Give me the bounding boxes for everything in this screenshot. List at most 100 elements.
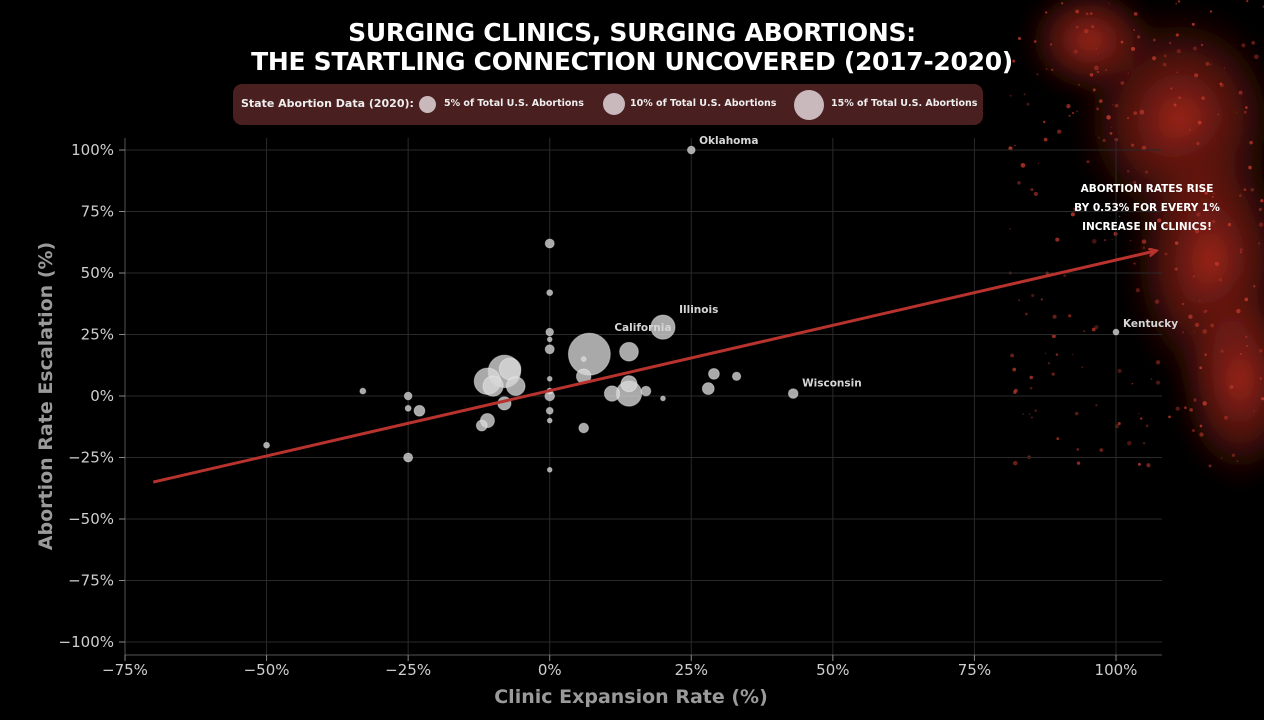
splatter-speck [1174,267,1178,271]
splatter-speck [1074,411,1079,416]
splatter-speck [1141,239,1147,244]
splatter-speck [1251,40,1256,45]
splatter-speck [1043,120,1046,124]
splatter-speck [1145,170,1149,174]
x-tick-label: 75% [958,661,991,679]
splatter-speck [1091,327,1096,332]
data-bubble [580,356,587,363]
splatter-speck [1209,10,1213,13]
splatter-speck [1031,293,1035,298]
splatter-speck [1020,162,1026,168]
splatter-speck [1095,48,1098,51]
splatter-speck [1066,104,1071,109]
data-bubble [701,382,715,396]
splatter-speck [1243,188,1247,192]
splatter-speck [1162,62,1167,67]
y-tick-label: −25% [68,449,114,467]
data-bubble [544,238,555,249]
splatter-speck [1084,28,1089,34]
splatter-speck [1052,314,1057,319]
splatter-speck [1161,187,1165,191]
splatter-speck [1253,285,1256,288]
splatter-speck [1241,43,1246,48]
data-bubbles [263,145,1120,473]
x-tick-label: 100% [1095,661,1138,679]
data-bubble [482,375,504,397]
splatter-speck [1034,409,1037,412]
splatter-speck [1030,188,1034,192]
splatter-speck [1151,56,1157,61]
splatter-speck [1236,308,1241,314]
size-legend: State Abortion Data (2020): 5% of Total … [233,84,983,125]
splatter-speck [1246,0,1249,3]
grid [125,138,1162,655]
splatter-speck [1142,246,1146,250]
splatter-speck [1023,93,1026,96]
splatter-speck [1154,299,1160,304]
splatter-speck [1244,297,1249,302]
splatter-speck [1199,300,1201,302]
splatter-speck [1208,464,1212,468]
splatter-speck [1196,141,1200,146]
splatter-speck [1055,353,1059,356]
splatter-speck [1089,12,1093,16]
splatter-speck [1152,38,1156,42]
splatter-speck [1009,228,1011,230]
splatter-speck [1254,54,1259,60]
data-bubble [546,289,554,297]
data-bubble [603,385,621,402]
splatter-speck [1068,314,1072,318]
splatter-speck [1204,191,1208,195]
splatter-speck [1163,54,1167,58]
splatter-speck [1236,460,1238,462]
data-bubble [731,371,742,382]
splatter-speck [1164,252,1168,256]
splatter-speck [1189,408,1193,412]
splatter-speck [1114,103,1119,108]
splatter-speck [1083,330,1086,332]
splatter-speck [1131,143,1135,147]
splatter-speck [1135,288,1140,293]
trend-callout: ABORTION RATES RISE BY 0.53% FOR EVERY 1… [1062,180,1232,237]
splatter-speck [1212,192,1215,195]
splatter-speck [1174,241,1179,245]
splatter-speck [1008,146,1013,151]
data-bubble [640,385,652,397]
data-bubble [1112,328,1120,336]
splatter-speck [1051,372,1055,376]
splatter-speck [1127,72,1130,74]
splatter-speck [1155,380,1161,385]
splatter-speck [1095,404,1098,407]
trend-line [152,251,1155,484]
splatter-speck [1026,102,1030,106]
splatter-speck [1150,378,1153,380]
splatter-speck [1049,43,1053,46]
y-tick-label: −100% [59,633,114,651]
splatter-speck [1170,87,1173,90]
point-label: Oklahoma [699,135,758,147]
splatter-speck [1210,323,1215,328]
splatter-speck [1097,204,1101,208]
splatter-speck [1142,442,1146,445]
splatter-speck [1203,310,1207,314]
splatter-speck [1239,352,1242,356]
splatter-speck [1253,410,1255,412]
splatter-speck [1246,345,1249,347]
data-bubble [475,419,488,432]
state-labels: Oklahoma Kentucky Wisconsin Illinois Califor… [614,135,1178,390]
splatter-speck [1146,463,1151,468]
callout-line1: ABORTION RATES RISE [1080,183,1214,195]
splatter-speck [1107,2,1110,5]
splatter-speck [1211,219,1216,224]
y-tick-label: 75% [81,203,114,221]
legend-title: State Abortion Data (2020): [241,97,414,110]
splatter-speck [1089,73,1094,77]
splatter-speck [1199,424,1203,428]
y-tick-label: −50% [68,510,114,528]
splatter-speck [1191,22,1195,26]
splatter-speck [1075,9,1080,14]
splatter-speck [1033,40,1037,43]
splatter-speck [1201,96,1205,101]
